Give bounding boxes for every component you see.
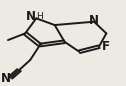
- Text: N: N: [26, 10, 36, 23]
- Text: N: N: [1, 72, 10, 85]
- Text: H: H: [37, 12, 43, 21]
- Text: N: N: [89, 14, 99, 27]
- Text: F: F: [102, 40, 110, 53]
